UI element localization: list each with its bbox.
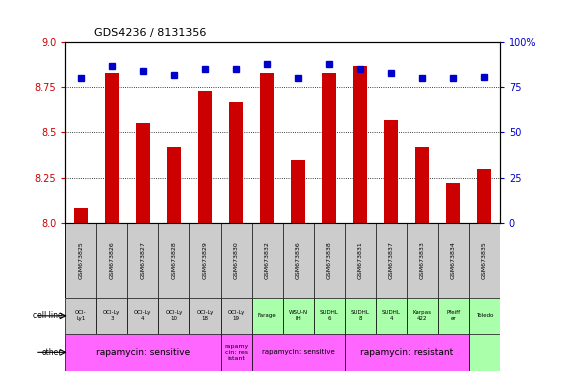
Text: Pfeiff
er: Pfeiff er xyxy=(446,310,460,321)
Text: WSU-N
IH: WSU-N IH xyxy=(289,310,308,321)
Bar xyxy=(127,298,158,334)
Bar xyxy=(353,66,367,223)
Text: SUDHL
6: SUDHL 6 xyxy=(320,310,339,321)
Text: GSM673827: GSM673827 xyxy=(140,241,145,279)
Bar xyxy=(65,298,97,334)
Text: GSM673834: GSM673834 xyxy=(451,241,456,279)
Text: OCI-Ly
3: OCI-Ly 3 xyxy=(103,310,120,321)
Text: GSM673835: GSM673835 xyxy=(482,241,487,279)
Text: Farage: Farage xyxy=(258,313,277,318)
Text: SUDHL
4: SUDHL 4 xyxy=(382,310,400,321)
Bar xyxy=(190,298,220,334)
Bar xyxy=(469,298,500,334)
Text: GSM673838: GSM673838 xyxy=(327,241,332,279)
Bar xyxy=(220,298,252,334)
Text: cell line: cell line xyxy=(33,311,62,320)
Bar xyxy=(252,298,283,334)
Bar xyxy=(229,102,243,223)
Bar xyxy=(158,298,190,334)
Text: GSM673829: GSM673829 xyxy=(202,241,207,279)
Bar xyxy=(198,91,212,223)
Bar xyxy=(314,298,345,334)
Text: OCI-Ly
4: OCI-Ly 4 xyxy=(134,310,152,321)
Bar xyxy=(345,298,375,334)
Text: GSM673831: GSM673831 xyxy=(358,241,363,279)
Text: SUDHL
8: SUDHL 8 xyxy=(350,310,370,321)
Bar xyxy=(322,73,336,223)
Bar xyxy=(167,147,181,223)
Bar xyxy=(97,298,127,334)
Text: GSM673830: GSM673830 xyxy=(233,241,239,279)
Bar xyxy=(415,147,429,223)
Text: Toledo: Toledo xyxy=(475,313,493,318)
Bar xyxy=(345,334,469,371)
Text: GDS4236 / 8131356: GDS4236 / 8131356 xyxy=(94,28,206,38)
Text: rapamy
cin: res
istant: rapamy cin: res istant xyxy=(224,344,248,361)
Text: OCI-Ly
19: OCI-Ly 19 xyxy=(227,310,245,321)
Bar xyxy=(283,298,314,334)
Bar xyxy=(469,334,500,371)
Text: GSM673837: GSM673837 xyxy=(389,241,394,279)
Bar xyxy=(252,334,345,371)
Bar xyxy=(291,160,305,223)
Bar xyxy=(105,73,119,223)
Bar xyxy=(220,334,252,371)
Text: OCI-
Ly1: OCI- Ly1 xyxy=(75,310,87,321)
Bar xyxy=(65,334,220,371)
Text: GSM673826: GSM673826 xyxy=(110,241,114,279)
Bar xyxy=(375,298,407,334)
Text: rapamycin: resistant: rapamycin: resistant xyxy=(360,348,453,357)
Bar xyxy=(477,169,491,223)
Bar xyxy=(384,120,398,223)
Text: GSM673825: GSM673825 xyxy=(78,241,83,279)
Bar xyxy=(136,123,150,223)
Bar xyxy=(260,73,274,223)
Text: GSM673828: GSM673828 xyxy=(172,241,177,279)
Text: OCI-Ly
18: OCI-Ly 18 xyxy=(197,310,214,321)
Text: rapamycin: sensitive: rapamycin: sensitive xyxy=(96,348,190,357)
Bar xyxy=(446,183,460,223)
Bar xyxy=(438,298,469,334)
Text: GSM673836: GSM673836 xyxy=(295,241,300,279)
Text: other: other xyxy=(42,348,62,357)
Text: OCI-Ly
10: OCI-Ly 10 xyxy=(165,310,183,321)
Text: rapamycin: sensitive: rapamycin: sensitive xyxy=(262,349,335,355)
Bar xyxy=(74,208,88,223)
Text: GSM673833: GSM673833 xyxy=(420,241,425,279)
Bar xyxy=(407,298,438,334)
Text: Karpas
422: Karpas 422 xyxy=(413,310,432,321)
Text: GSM673832: GSM673832 xyxy=(265,241,270,279)
